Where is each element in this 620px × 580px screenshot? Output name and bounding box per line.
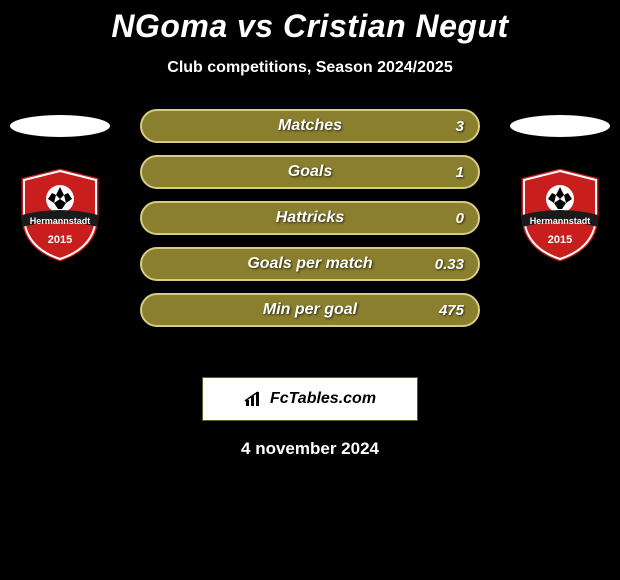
main-area: Hermannstadt 2015 Hermannstadt 2015 bbox=[0, 109, 620, 359]
bar-chart-icon bbox=[244, 390, 266, 408]
badge-club-name-left: Hermannstadt bbox=[30, 216, 91, 226]
stat-value-right: 0 bbox=[456, 210, 464, 227]
stat-value-right: 475 bbox=[439, 302, 464, 319]
stat-label: Hattricks bbox=[276, 209, 344, 227]
footer-site-name: FcTables.com bbox=[270, 390, 376, 408]
stat-value-right: 1 bbox=[456, 164, 464, 181]
stat-row-matches: Matches 3 bbox=[140, 109, 480, 143]
player-right-column: Hermannstadt 2015 bbox=[500, 109, 620, 265]
stat-label: Matches bbox=[278, 117, 342, 135]
club-badge-right: Hermannstadt 2015 bbox=[510, 165, 610, 265]
badge-club-name-right: Hermannstadt bbox=[530, 216, 591, 226]
stat-row-min-per-goal: Min per goal 475 bbox=[140, 293, 480, 327]
stats-list: Matches 3 Goals 1 Hattricks 0 Goals per … bbox=[140, 109, 480, 327]
shield-icon: Hermannstadt 2015 bbox=[510, 165, 610, 265]
badge-year-right: 2015 bbox=[548, 234, 572, 246]
club-badge-left: Hermannstadt 2015 bbox=[10, 165, 110, 265]
stat-label: Min per goal bbox=[263, 301, 357, 319]
player-right-placeholder bbox=[510, 115, 610, 137]
subtitle: Club competitions, Season 2024/2025 bbox=[0, 59, 620, 77]
page-title: NGoma vs Cristian Negut bbox=[0, 0, 620, 45]
badge-year-left: 2015 bbox=[48, 234, 72, 246]
fctables-logo: FcTables.com bbox=[244, 390, 376, 408]
stat-value-right: 3 bbox=[456, 118, 464, 135]
footer-attribution: FcTables.com bbox=[202, 377, 418, 421]
stat-row-hattricks: Hattricks 0 bbox=[140, 201, 480, 235]
shield-icon: Hermannstadt 2015 bbox=[10, 165, 110, 265]
stat-row-goals: Goals 1 bbox=[140, 155, 480, 189]
stat-value-right: 0.33 bbox=[435, 256, 464, 273]
player-left-column: Hermannstadt 2015 bbox=[0, 109, 120, 265]
stat-row-goals-per-match: Goals per match 0.33 bbox=[140, 247, 480, 281]
stat-label: Goals bbox=[288, 163, 332, 181]
player-left-placeholder bbox=[10, 115, 110, 137]
stat-label: Goals per match bbox=[247, 255, 372, 273]
infographic-container: NGoma vs Cristian Negut Club competition… bbox=[0, 0, 620, 459]
date-text: 4 november 2024 bbox=[0, 439, 620, 459]
